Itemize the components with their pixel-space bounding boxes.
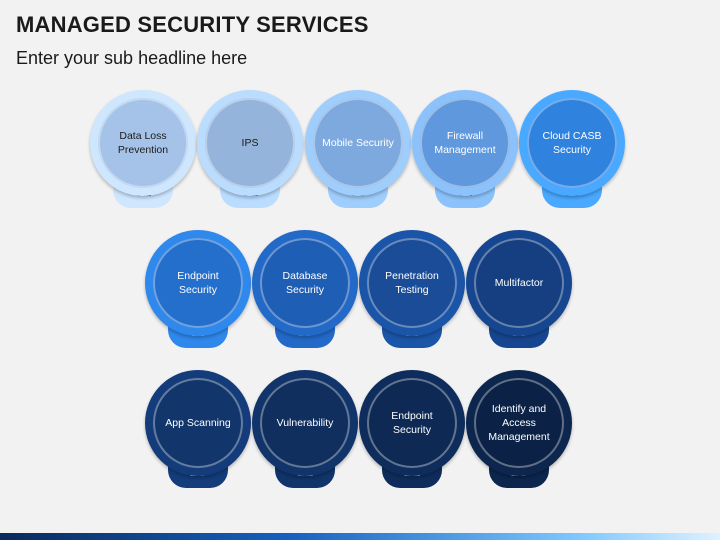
service-badge-01: 01Data Loss Prevention xyxy=(90,90,196,210)
badge-label: Vulnerability xyxy=(260,378,350,468)
badge-label: Identify and Access Management xyxy=(474,378,564,468)
service-badge-09: 09Multifactor xyxy=(466,230,572,350)
service-badge-06: 06Endpoint Security xyxy=(145,230,251,350)
badge-label: IPS xyxy=(205,98,295,188)
service-badge-08: 08Penetration Testing xyxy=(359,230,465,350)
bottom-accent-bar xyxy=(0,533,720,540)
page-title: MANAGED SECURITY SERVICES xyxy=(16,12,369,37)
badge-label: Endpoint Security xyxy=(367,378,457,468)
service-badge-13: 13Identify and Access Management xyxy=(466,370,572,490)
badge-label: Firewall Management xyxy=(420,98,510,188)
badge-label: Penetration Testing xyxy=(367,238,457,328)
badge-label: App Scanning xyxy=(153,378,243,468)
service-badge-05: 05Cloud CASB Security xyxy=(519,90,625,210)
service-badge-12: 12Endpoint Security xyxy=(359,370,465,490)
badge-label: Multifactor xyxy=(474,238,564,328)
badge-label: Mobile Security xyxy=(313,98,403,188)
service-badge-11: 11Vulnerability xyxy=(252,370,358,490)
service-badge-04: 04Firewall Management xyxy=(412,90,518,210)
service-badge-03: 03Mobile Security xyxy=(305,90,411,210)
badge-label: Cloud CASB Security xyxy=(527,98,617,188)
service-badge-07: 07Database Security xyxy=(252,230,358,350)
badge-label: Data Loss Prevention xyxy=(98,98,188,188)
page-subtitle: Enter your sub headline here xyxy=(16,48,248,68)
service-badge-02: 02IPS xyxy=(197,90,303,210)
service-badge-10: 10App Scanning xyxy=(145,370,251,490)
badge-label: Database Security xyxy=(260,238,350,328)
badge-label: Endpoint Security xyxy=(153,238,243,328)
